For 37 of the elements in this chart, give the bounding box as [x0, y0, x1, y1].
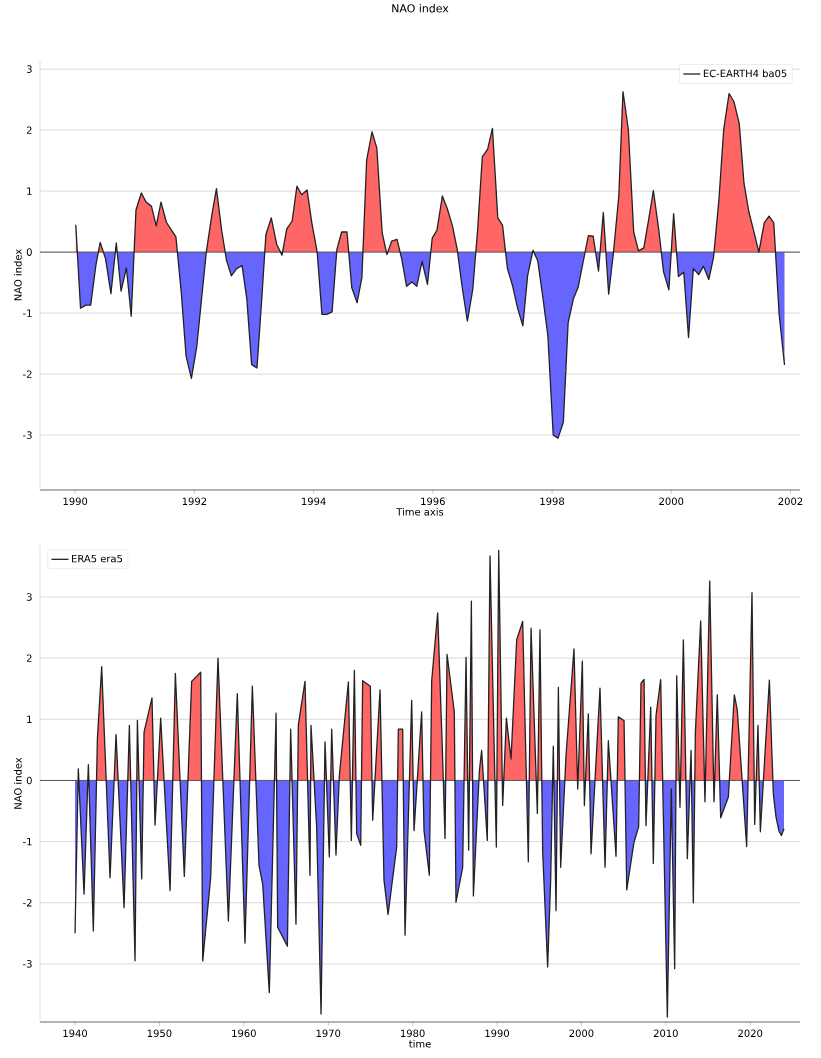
x-tick-label: 1940 [63, 1029, 88, 1038]
x-tick-label: 1996 [421, 497, 445, 506]
x-tick-label: 1990 [485, 1029, 510, 1038]
x-tick-label: 1990 [63, 497, 88, 506]
x-tick-label: 1992 [182, 497, 207, 506]
y-tick-label: -3 [23, 960, 32, 968]
y-tick-label: 1 [27, 187, 32, 195]
x-tick-label: 1970 [316, 1029, 341, 1038]
y-tick-label: -1 [23, 837, 32, 846]
x-tick-label: 1950 [147, 1029, 172, 1038]
y-tick-label: -1 [23, 309, 32, 317]
y-tick-label: 0 [26, 248, 32, 256]
x-axis-title: Time axis [396, 507, 444, 516]
x-axis-title: time [409, 1039, 431, 1048]
y-tick-label: 2 [26, 126, 32, 134]
x-tick-label: 1994 [302, 497, 326, 506]
y-tick-label: 3 [26, 65, 32, 73]
y-axis-title: NAO index [13, 249, 22, 301]
y-tick-label: -2 [23, 899, 32, 907]
x-tick-label: 1980 [401, 1029, 425, 1038]
x-tick-label: 1998 [540, 497, 565, 506]
x-tick-label: 2000 [659, 497, 684, 506]
legend-label: ERA5 era5 [72, 554, 123, 563]
y-tick-label: 1 [27, 715, 32, 723]
y-tick-label: -3 [23, 431, 32, 439]
y-tick-label: 2 [26, 654, 32, 662]
y-tick-label: 0 [26, 776, 32, 785]
legend-label: EC-EARTH4 ba05 [703, 69, 787, 78]
x-tick-label: 2002 [778, 497, 803, 506]
x-tick-label: 2000 [569, 1029, 594, 1038]
x-tick-label: 1960 [232, 1029, 256, 1038]
y-tick-label: -2 [23, 370, 32, 378]
chart-title: NAO index [392, 4, 449, 13]
y-axis-title: NAO index [13, 757, 22, 809]
x-tick-label: 2010 [653, 1029, 678, 1038]
x-tick-label: 2020 [738, 1029, 763, 1038]
y-tick-label: 3 [26, 593, 32, 601]
